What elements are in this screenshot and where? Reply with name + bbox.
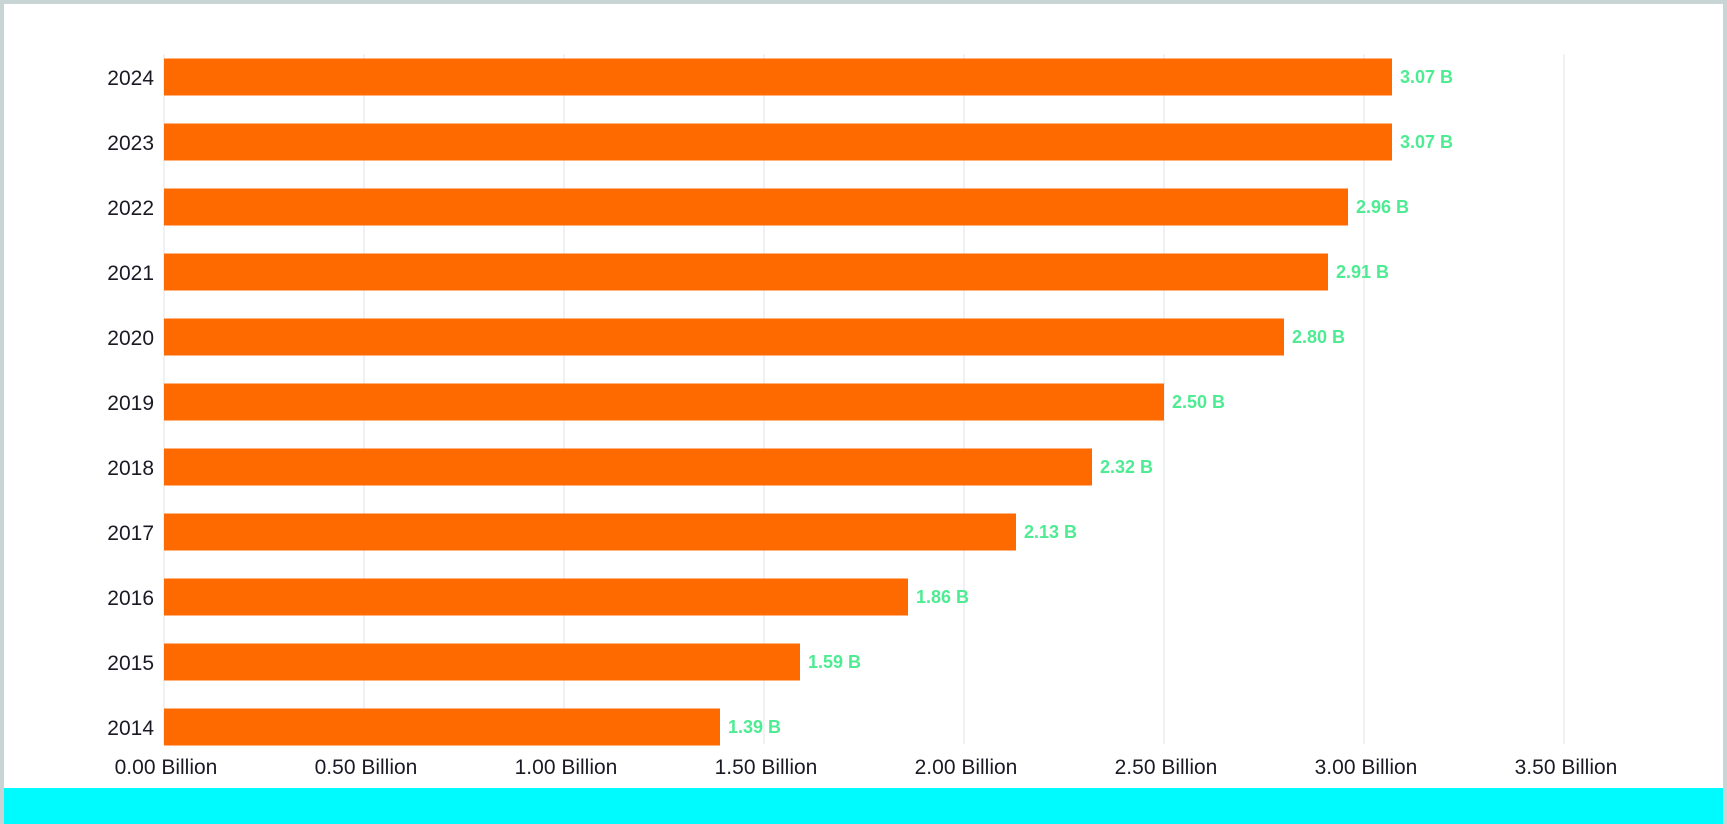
data-label: 1.59 B — [808, 652, 861, 672]
x-tick-label: 1.50 Billion — [715, 756, 818, 779]
data-label: 3.07 B — [1400, 132, 1453, 152]
x-tick-label: 2.00 Billion — [915, 756, 1018, 779]
bar-2015 — [164, 643, 800, 681]
y-tick-label: 2017 — [107, 522, 154, 545]
x-tick-label: 1.00 Billion — [515, 756, 618, 779]
y-tick-label: 2023 — [107, 132, 154, 155]
y-tick-label: 2016 — [107, 587, 154, 610]
y-tick-label: 2021 — [107, 262, 154, 285]
data-label: 2.32 B — [1100, 457, 1153, 477]
y-tick-label: 2020 — [107, 327, 154, 350]
y-tick-label: 2022 — [107, 197, 154, 220]
x-tick-label: 3.50 Billion — [1515, 756, 1618, 779]
bar-2022 — [164, 188, 1348, 226]
bar-2021 — [164, 253, 1328, 291]
bar-2020 — [164, 318, 1284, 356]
data-label: 3.07 B — [1400, 67, 1453, 87]
data-label: 2.80 B — [1292, 327, 1345, 347]
bar-2019 — [164, 383, 1164, 421]
data-label: 1.86 B — [916, 587, 969, 607]
bar-2018 — [164, 448, 1092, 486]
y-tick-label: 2015 — [107, 652, 154, 675]
x-tick-label: 2.50 Billion — [1115, 756, 1218, 779]
bar-2016 — [164, 578, 908, 616]
x-tick-label: 0.00 Billion — [115, 756, 218, 779]
y-tick-label: 2014 — [107, 717, 154, 740]
y-tick-label: 2024 — [107, 67, 154, 90]
bar-2014 — [164, 708, 720, 746]
x-tick-label: 0.50 Billion — [315, 756, 418, 779]
y-tick-label: 2018 — [107, 457, 154, 480]
data-label: 2.13 B — [1024, 522, 1077, 542]
x-tick-label: 3.00 Billion — [1315, 756, 1418, 779]
bar-chart: 0.00 Billion 0.50 Billion 1.00 Billion 1.50… — [107, 54, 1618, 779]
data-label: 1.39 B — [728, 717, 781, 737]
bar-2024 — [164, 58, 1392, 96]
y-tick-label: 2019 — [107, 392, 154, 415]
data-label: 2.96 B — [1356, 197, 1409, 217]
bar-2023 — [164, 123, 1392, 161]
footer-band — [4, 788, 1723, 824]
data-label: 2.50 B — [1172, 392, 1225, 412]
data-label: 2.91 B — [1336, 262, 1389, 282]
bar-2017 — [164, 513, 1016, 551]
